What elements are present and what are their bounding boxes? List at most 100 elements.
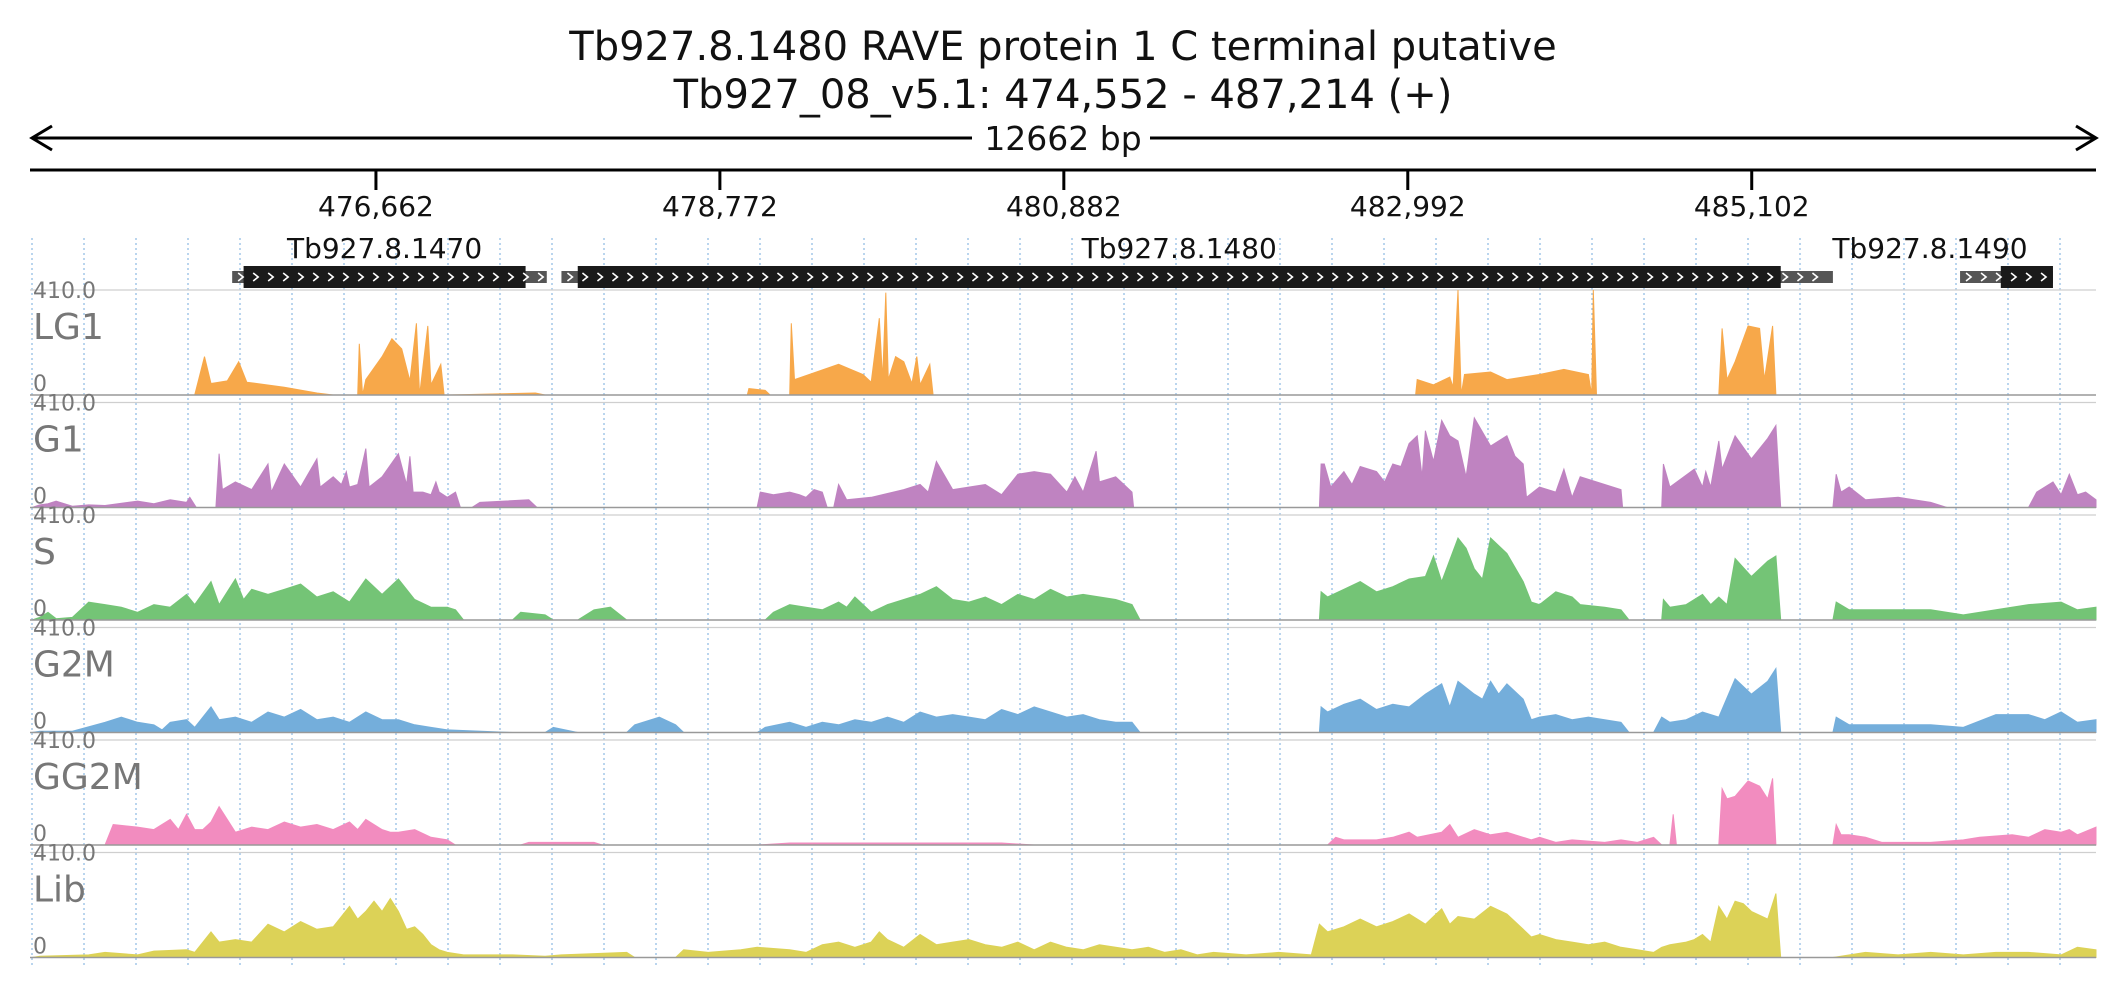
track-name-label: LG1 (33, 307, 104, 348)
chevron-icon (701, 272, 709, 282)
chevron-icon (731, 272, 739, 282)
chevron-icon (537, 272, 545, 282)
track-ymin-label: 0 (33, 597, 47, 622)
coverage-area-g1 (31, 416, 2097, 508)
gene-cds (2000, 266, 2053, 288)
track-ymax-label: 410.0 (33, 729, 96, 754)
chevron-icon (417, 272, 425, 282)
span-arrow: 12662 bp (29, 119, 2099, 158)
chevron-icon (1980, 272, 1988, 282)
track-name-label: G2M (33, 645, 115, 686)
coverage-track-lib: 410.0 0 Lib (30, 842, 2097, 960)
chevron-icon (1781, 272, 1789, 282)
chevron-icon (806, 272, 814, 282)
track-ymax-label: 410.0 (33, 504, 96, 529)
chevron-icon (1556, 272, 1564, 282)
chevron-icon (1001, 272, 1009, 282)
chevron-icon (492, 272, 500, 282)
chevron-icon (1751, 272, 1759, 282)
chevron-icon (1646, 272, 1654, 282)
chevron-icon (1691, 272, 1699, 282)
chevron-icon (1346, 272, 1354, 282)
chevron-icon (402, 272, 410, 282)
chevron-icon (1301, 272, 1309, 282)
chevron-icon (596, 272, 604, 282)
chevron-icon (1376, 272, 1384, 282)
ruler-tick-label: 482,992 (1350, 190, 1466, 223)
track-name-label: GG2M (33, 757, 143, 798)
chevron-icon (1016, 272, 1024, 282)
chevron-icon (1181, 272, 1189, 282)
span-arrow-left-head (29, 124, 53, 152)
coverage-area-g2m (31, 666, 2097, 733)
chevron-icon (237, 272, 245, 282)
chevron-icon (1106, 272, 1114, 282)
gene-model: Tb927.8.1480 (561, 232, 1833, 288)
track-name-label: G1 (33, 420, 84, 461)
chevron-icon (1796, 272, 1804, 282)
chevron-icon (1676, 272, 1684, 282)
chevron-icon (911, 272, 919, 282)
gene-model: Tb927.8.1470 (232, 232, 547, 288)
chevron-icon (312, 272, 320, 282)
chevron-icon (1061, 272, 1069, 282)
track-ymin-label: 0 (33, 485, 47, 510)
chevron-icon (477, 272, 485, 282)
chevron-icon (1226, 272, 1234, 282)
chevron-icon (1631, 272, 1639, 282)
chevron-icon (1661, 272, 1669, 282)
track-name-label: Lib (33, 870, 86, 911)
track-ymax-label: 410.0 (33, 617, 96, 642)
chevron-icon (267, 272, 275, 282)
chevron-icon (1121, 272, 1129, 282)
chevron-icon (282, 272, 290, 282)
chevron-icon (1316, 272, 1324, 282)
coverage-track-g1: 410.0 0 G1 (30, 392, 2097, 510)
chevron-icon (1286, 272, 1294, 282)
chevron-icon (1526, 272, 1534, 282)
gene-label: Tb927.8.1490 (1831, 232, 2027, 265)
chevron-icon (686, 272, 694, 282)
gene-label: Tb927.8.1480 (1081, 232, 1277, 265)
track-name-label: S (33, 532, 56, 573)
ruler-tick-label: 478,772 (662, 190, 778, 223)
gene-track: Tb927.8.1470 Tb927.8.1480 Tb927.8.1490 (232, 232, 2053, 288)
chevron-icon (581, 272, 589, 282)
chevron-icon (1736, 272, 1744, 282)
chevron-icon (761, 272, 769, 282)
chevron-icon (1706, 272, 1714, 282)
plot-title: Tb927.8.1480 RAVE protein 1 C terminal p… (568, 24, 1556, 70)
ruler-tick-label: 480,882 (1006, 190, 1122, 223)
chevron-icon (896, 272, 904, 282)
chevron-icon (1965, 272, 1973, 282)
chevron-icon (1721, 272, 1729, 282)
chevron-icon (2025, 272, 2033, 282)
chevron-icon (926, 272, 934, 282)
chevron-icon (447, 272, 455, 282)
chevron-icon (626, 272, 634, 282)
chevron-icon (566, 272, 574, 282)
chevron-icon (522, 272, 530, 282)
coverage-track-g2m: 410.0 0 G2M (30, 617, 2097, 735)
chevron-icon (1361, 272, 1369, 282)
chevron-icon (387, 272, 395, 282)
track-ymax-label: 410.0 (33, 842, 96, 867)
chevron-icon (941, 272, 949, 282)
chevron-icon (1331, 272, 1339, 282)
chevron-icon (1271, 272, 1279, 282)
chevron-icon (507, 272, 515, 282)
chevron-icon (641, 272, 649, 282)
chevron-icon (462, 272, 470, 282)
coverage-track-s: 410.0 0 S (30, 504, 2097, 622)
chevron-icon (1451, 272, 1459, 282)
chevron-icon (432, 272, 440, 282)
chevron-icon (357, 272, 365, 282)
chevron-icon (2040, 272, 2048, 282)
chevron-icon (1391, 272, 1399, 282)
chevron-icon (1995, 272, 2003, 282)
chevron-icon (821, 272, 829, 282)
chevron-icon (1196, 272, 1204, 282)
track-ymin-label: 0 (33, 822, 47, 847)
coverage-area-lib (31, 893, 2097, 958)
